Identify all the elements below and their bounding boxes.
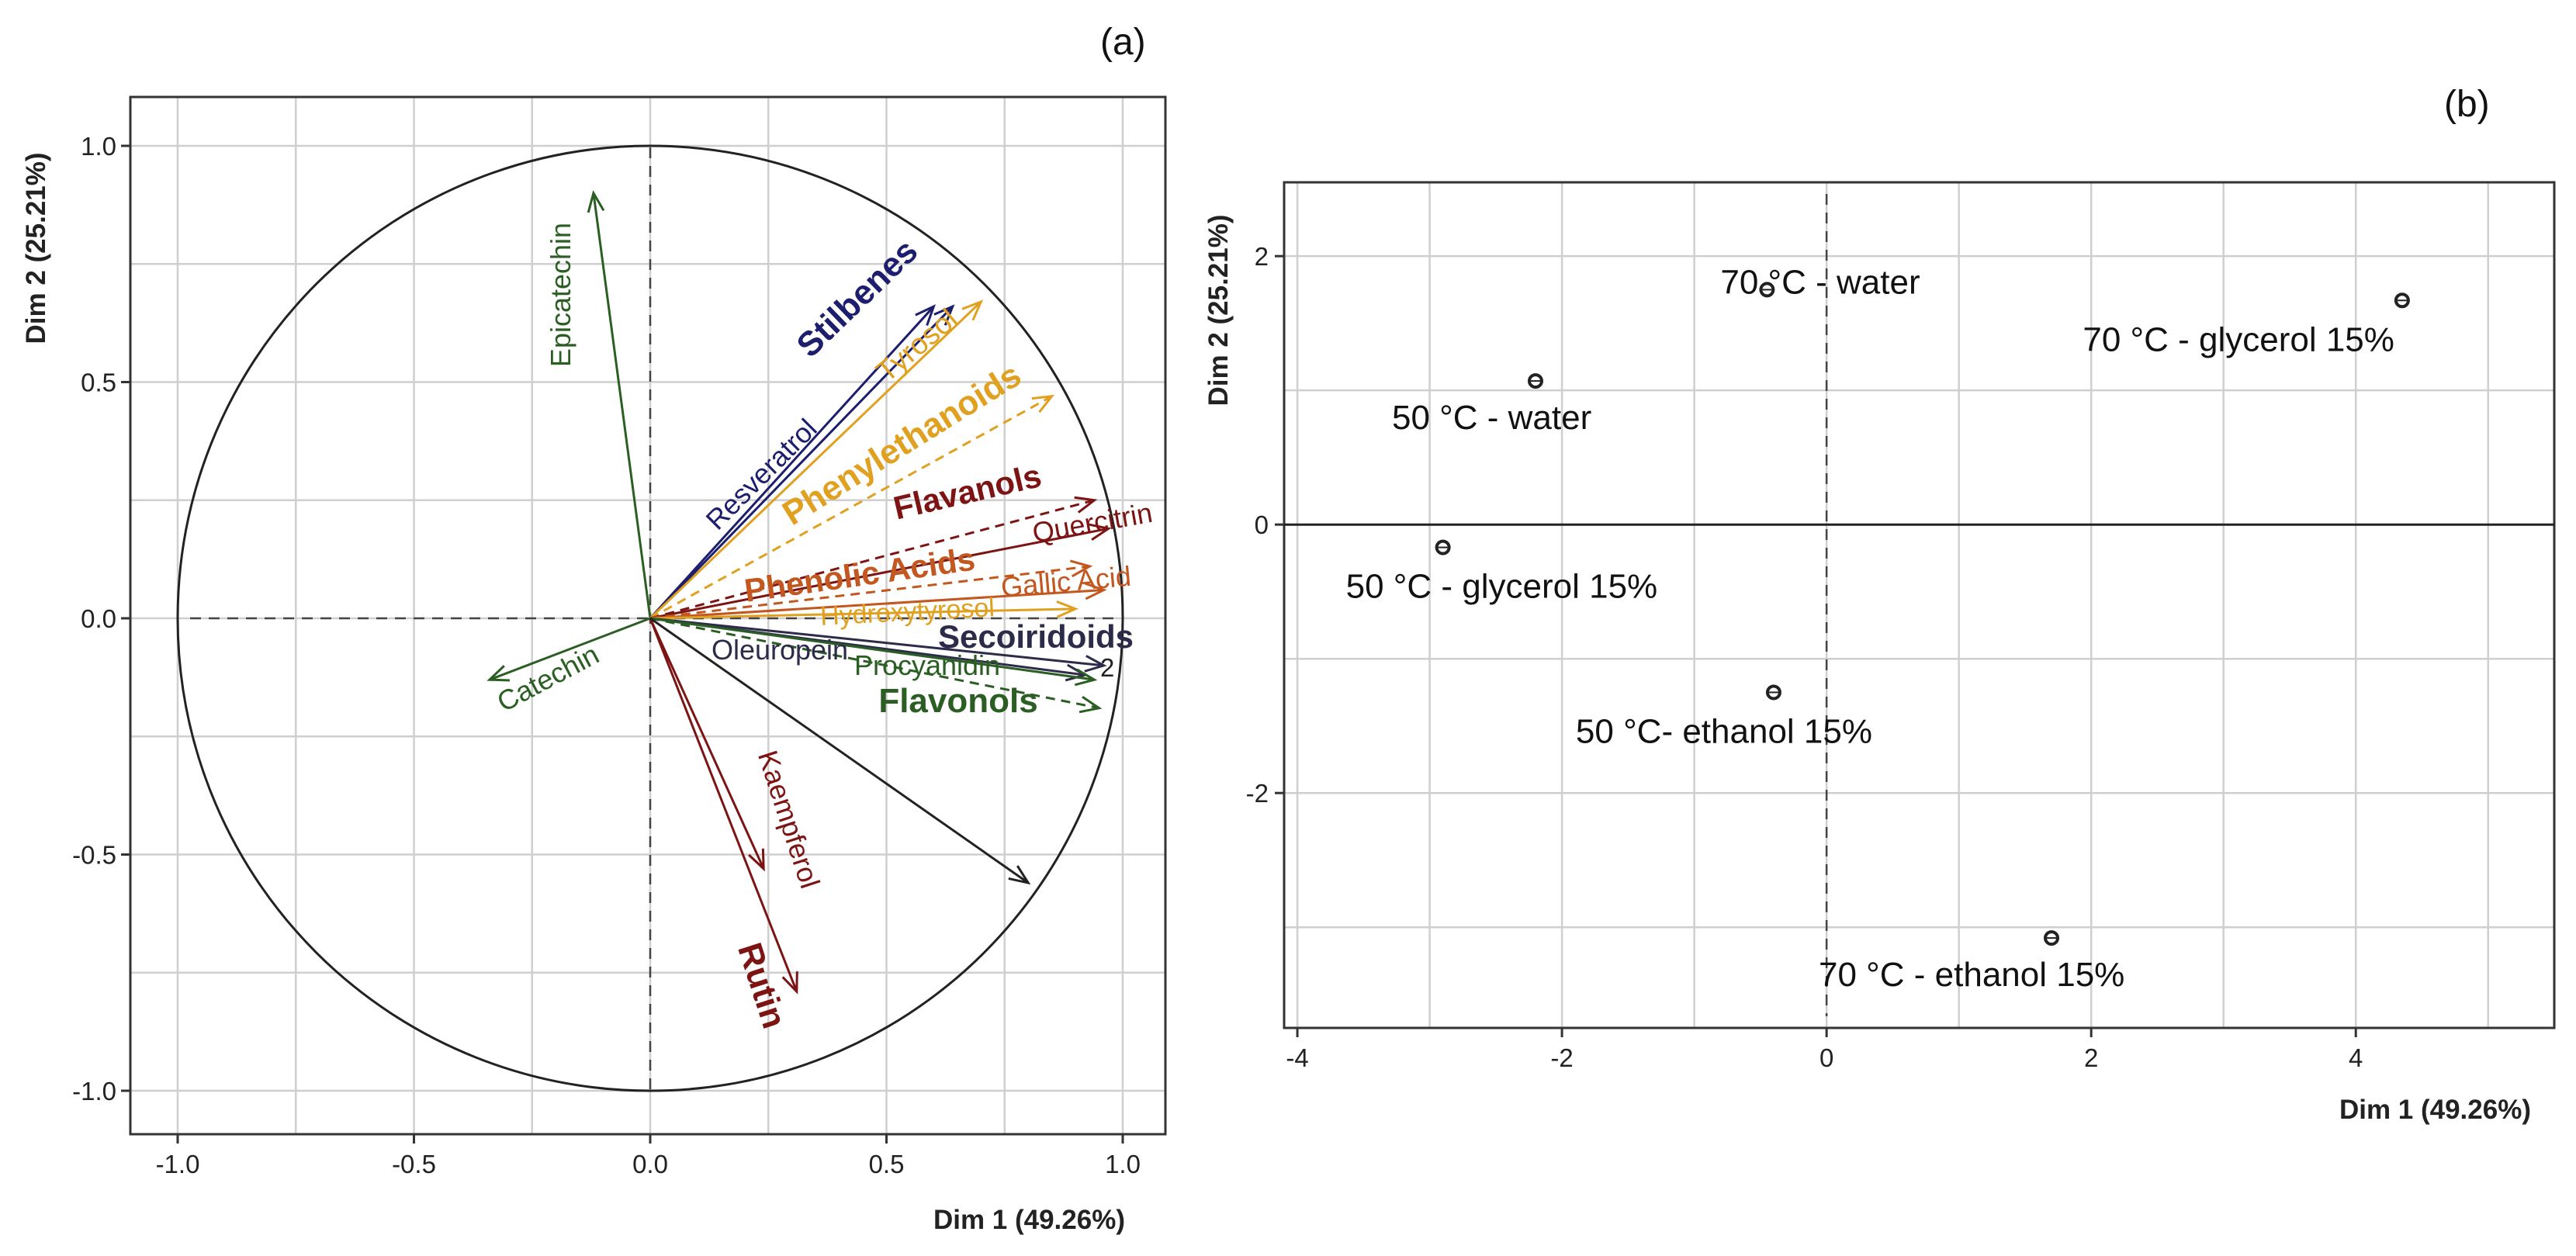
arrow-unlabeled bbox=[649, 617, 1030, 884]
arrowhead-phenylethanoids bbox=[1031, 394, 1055, 413]
variable-label-kaempferol: Kaempferol bbox=[752, 746, 826, 892]
point-label: 70 °C - glycerol 15% bbox=[2083, 320, 2394, 358]
panel-b-x-ticks: -4 -2 0 2 4 bbox=[1286, 1028, 2363, 1072]
variable-label-quercitrin: Quercitrin bbox=[1030, 497, 1155, 548]
y-tick-label: 2 bbox=[1255, 242, 1269, 271]
x-tick-label: -1.0 bbox=[156, 1150, 200, 1178]
arrowhead-epicatechin bbox=[587, 190, 605, 213]
arrow-flavonols bbox=[649, 617, 1099, 710]
variable-label-tyrosol: Tyrosol bbox=[871, 303, 964, 389]
arrow-resveratrol bbox=[649, 306, 935, 620]
y-tick-label: 0.5 bbox=[81, 368, 116, 397]
arrow-rutin bbox=[649, 618, 798, 992]
variable-label-epicatechin: Epicatechin bbox=[545, 223, 576, 367]
panel-b-y-ticks: -2 0 2 bbox=[1246, 242, 1284, 808]
x-tick-label: 4 bbox=[2349, 1043, 2363, 1072]
x-tick-label: 0.5 bbox=[869, 1150, 905, 1178]
arrow-hydroxytyrosol bbox=[649, 607, 1076, 620]
panel-a-x-ticks: -1.0 -0.5 0.0 0.5 1.0 bbox=[156, 1134, 1141, 1178]
arrowhead-kaempferol bbox=[748, 848, 765, 872]
point-label: 70 °C - water bbox=[1720, 263, 1920, 301]
arrow-tyrosol bbox=[649, 300, 982, 620]
panel-a-y-ticks: -1.0 -0.5 0.0 0.5 1.0 bbox=[72, 132, 130, 1105]
point-label: 50 °C- ethanol 15% bbox=[1576, 712, 1872, 750]
point-label: 50 °C - water bbox=[1392, 399, 1591, 437]
panel-a-arrows bbox=[486, 190, 1112, 995]
panel-a-frame bbox=[129, 95, 1167, 1136]
arrow-epicatechin bbox=[592, 192, 652, 619]
variable-label-procyanidin: Procyanidin bbox=[854, 649, 1000, 681]
arrowhead-stilbenes bbox=[933, 304, 955, 326]
panel-b-points: 70 °C - water 70 °C - glycerol 15% 50 °C -… bbox=[1346, 263, 2410, 994]
point-label: 50 °C - glycerol 15% bbox=[1346, 568, 1658, 606]
x-tick-label: -4 bbox=[1286, 1043, 1308, 1072]
panel-a-annotation: 2 bbox=[1100, 653, 1114, 682]
panel-b-x-axis-title: Dim 1 (49.26%) bbox=[2339, 1095, 2531, 1125]
y-tick-label: -0.5 bbox=[72, 841, 116, 870]
x-tick-label: -0.5 bbox=[392, 1150, 436, 1178]
panel-a-y-axis-title: Dim 2 (25.21%) bbox=[21, 152, 51, 344]
arrowhead-catechin bbox=[486, 665, 510, 682]
y-tick-label: 0.0 bbox=[81, 604, 116, 633]
variable-label-flavonols: Flavonols bbox=[878, 682, 1037, 720]
variable-label-rutin: Rutin bbox=[730, 938, 793, 1033]
arrowhead-flavanols bbox=[1074, 496, 1098, 514]
panel-a-label: (a) bbox=[1100, 22, 1146, 63]
arrowhead-unlabeled bbox=[1008, 865, 1031, 885]
x-tick-label: 0 bbox=[1819, 1043, 1833, 1072]
panel-a-grid bbox=[130, 97, 1165, 1134]
variable-label-gallic-acid: Gallic Acid bbox=[999, 560, 1132, 603]
arrowhead-tyrosol bbox=[961, 299, 984, 321]
arrow-kaempferol bbox=[649, 618, 765, 870]
arrow-secoiridoids bbox=[649, 617, 1104, 667]
arrow-phenolic-acids bbox=[649, 565, 1090, 620]
arrowhead-hydroxytyrosol bbox=[1056, 600, 1079, 618]
arrowhead-quercitrin bbox=[1088, 523, 1112, 541]
arrowhead-resveratrol bbox=[915, 304, 937, 327]
arrowhead-phenolic-acids bbox=[1069, 559, 1093, 578]
point-label: 70 °C - ethanol 15% bbox=[1819, 956, 2124, 994]
y-tick-label: -1.0 bbox=[72, 1077, 116, 1105]
variable-label-oleuropein: Oleuropein bbox=[712, 634, 848, 666]
panel-a-x-axis-title: Dim 1 (49.26%) bbox=[933, 1205, 1125, 1235]
y-tick-label: 1.0 bbox=[81, 132, 116, 161]
panel-b-frame bbox=[1283, 181, 2556, 1029]
y-tick-label: -2 bbox=[1246, 779, 1269, 808]
arrowhead-procyanidin bbox=[1074, 668, 1098, 687]
variable-label-flavanols: Flavanols bbox=[890, 457, 1044, 526]
x-tick-label: 0.0 bbox=[632, 1150, 668, 1178]
variable-label-catechin: Catechin bbox=[492, 638, 604, 718]
x-tick-label: 1.0 bbox=[1105, 1150, 1141, 1178]
unit-circle bbox=[176, 144, 1124, 1092]
panel-b-y-axis-title: Dim 2 (25.21%) bbox=[1203, 214, 1234, 406]
arrowhead-gallic-acid bbox=[1084, 582, 1107, 600]
arrowhead-rutin bbox=[781, 971, 798, 995]
panel-b: 70 °C - water 70 °C - glycerol 15% 50 °C -… bbox=[1203, 84, 2556, 1125]
variable-label-secoiridoids: Secoiridoids bbox=[938, 618, 1134, 655]
arrow-quercitrin bbox=[649, 527, 1110, 620]
arrow-catechin bbox=[489, 617, 651, 681]
arrow-stilbenes bbox=[649, 306, 954, 620]
x-tick-label: -2 bbox=[1550, 1043, 1573, 1072]
x-tick-label: 2 bbox=[2084, 1043, 2098, 1072]
arrow-gallic-acid bbox=[649, 588, 1104, 620]
panel-a: EpicatechinCatechinResveratrolStilbenesT… bbox=[21, 22, 1167, 1235]
panel-a-variable-labels: EpicatechinCatechinResveratrolStilbenesT… bbox=[492, 223, 1155, 1033]
panel-b-label: (b) bbox=[2444, 84, 2490, 125]
arrow-procyanidin bbox=[649, 617, 1095, 681]
y-tick-label: 0 bbox=[1255, 510, 1269, 539]
arrowhead-secoiridoids bbox=[1084, 655, 1107, 673]
arrowhead-flavonols bbox=[1079, 695, 1103, 714]
